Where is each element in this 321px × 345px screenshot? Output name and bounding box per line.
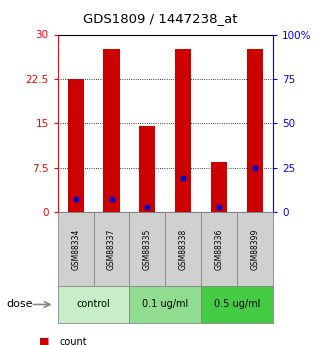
- Text: ■: ■: [39, 337, 49, 345]
- Text: GSM88334: GSM88334: [71, 229, 80, 270]
- Bar: [211, 162, 227, 212]
- Text: GSM88338: GSM88338: [179, 229, 188, 270]
- Bar: [247, 49, 263, 212]
- Text: GSM88337: GSM88337: [107, 229, 116, 270]
- Bar: [103, 49, 120, 212]
- Text: dose: dose: [6, 299, 33, 309]
- Text: control: control: [77, 299, 110, 309]
- Bar: [68, 79, 84, 212]
- Text: 0.5 ug/ml: 0.5 ug/ml: [214, 299, 260, 309]
- Text: GSM88399: GSM88399: [250, 229, 259, 270]
- Bar: [175, 49, 191, 212]
- Text: 0.1 ug/ml: 0.1 ug/ml: [142, 299, 188, 309]
- Text: GDS1809 / 1447238_at: GDS1809 / 1447238_at: [83, 12, 238, 26]
- Text: GSM88335: GSM88335: [143, 229, 152, 270]
- Bar: [139, 126, 155, 212]
- Text: count: count: [59, 337, 87, 345]
- Text: GSM88336: GSM88336: [214, 229, 224, 270]
